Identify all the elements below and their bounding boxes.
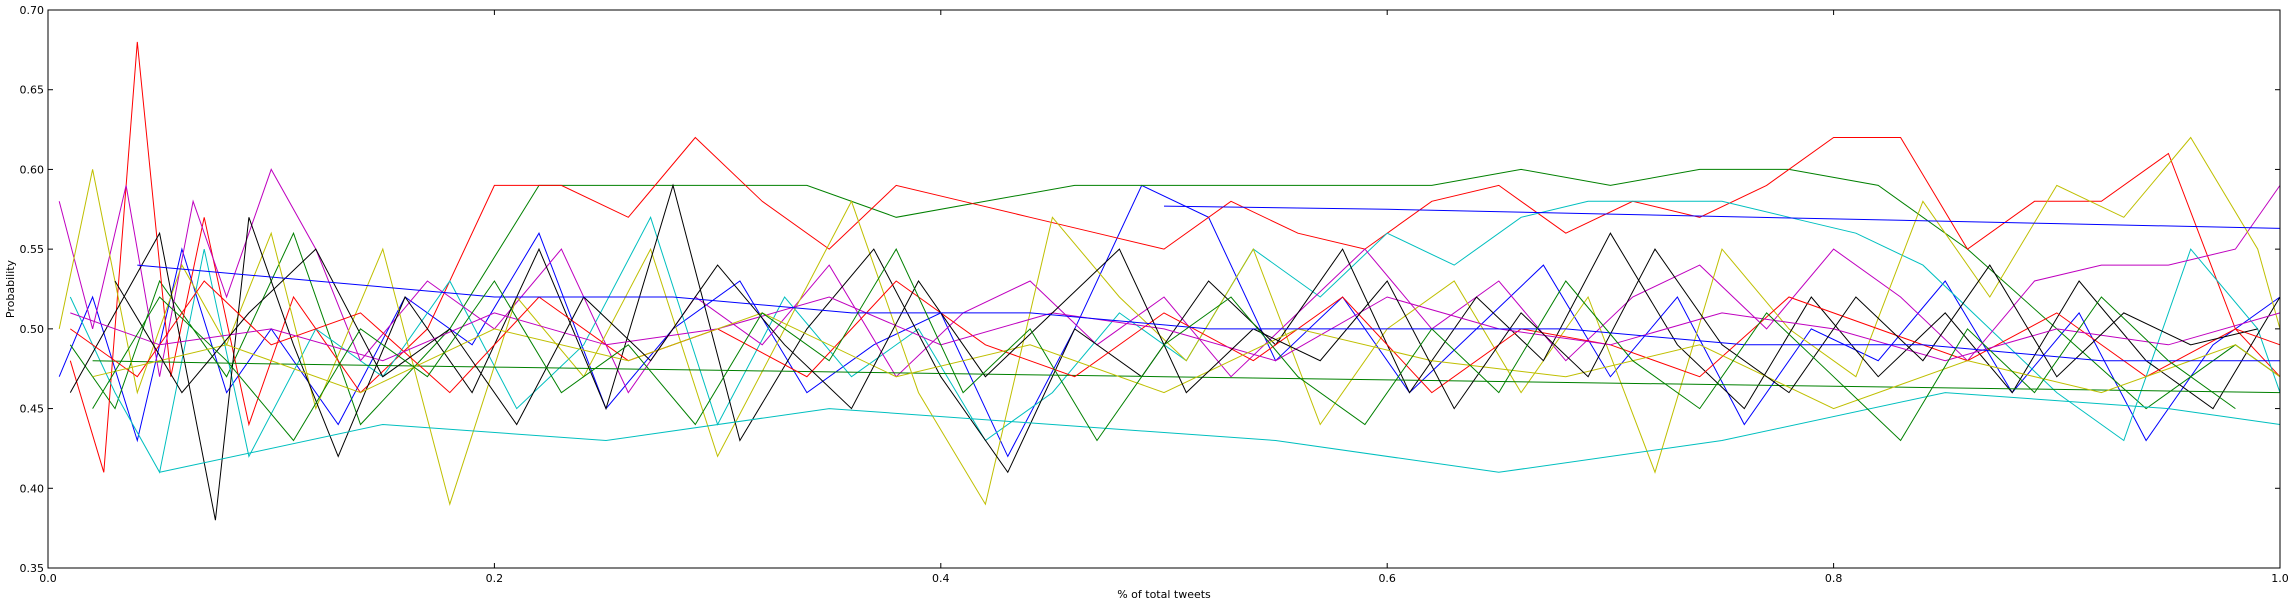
series-line-14: [114, 248, 2258, 426]
y-tick-label: 0.40: [20, 482, 45, 495]
x-tick-label: 0.2: [486, 572, 504, 585]
series-line-10: [70, 280, 2281, 394]
y-tick-label: 0.45: [20, 403, 45, 416]
x-tick-label: 1.0: [2271, 572, 2289, 585]
series-line-4: [69, 200, 2281, 474]
y-tick-label: 0.65: [20, 84, 45, 97]
series-layer: [58, 41, 2281, 521]
series-line-6: [58, 136, 2281, 506]
y-tick-label: 0.55: [20, 243, 45, 256]
y-axis-label: Probability: [4, 259, 17, 318]
series-line-3: [69, 41, 2281, 473]
y-tick-label: 0.35: [20, 562, 45, 575]
series-line-1: [58, 184, 2281, 458]
series-line-8: [1163, 205, 2281, 229]
x-axis-ticks: 0.0 0.2 0.4 0.6 0.8 1.0: [39, 10, 2289, 585]
y-tick-label: 0.70: [20, 4, 45, 17]
series-line-9: [92, 360, 2281, 394]
x-tick-label: 0.0: [39, 572, 57, 585]
series-line-5: [58, 168, 2281, 394]
series-line-16: [92, 248, 2236, 442]
x-tick-label: 0.4: [932, 572, 950, 585]
x-tick-label: 0.8: [1825, 572, 1843, 585]
series-line-2: [69, 168, 2281, 426]
series-line-15: [137, 264, 2280, 362]
series-line-11: [159, 392, 2281, 473]
y-tick-label: 0.60: [20, 163, 45, 176]
x-tick-label: 0.6: [1378, 572, 1396, 585]
y-axis-ticks: 0.35 0.40 0.45 0.50 0.55 0.60 0.65 0.70: [20, 4, 2280, 575]
x-axis-label: % of total tweets: [1117, 588, 1211, 601]
y-tick-label: 0.50: [20, 323, 45, 336]
series-line-12: [70, 296, 2281, 362]
series-line-13: [92, 312, 2281, 410]
plot-frame: [47, 9, 2281, 569]
